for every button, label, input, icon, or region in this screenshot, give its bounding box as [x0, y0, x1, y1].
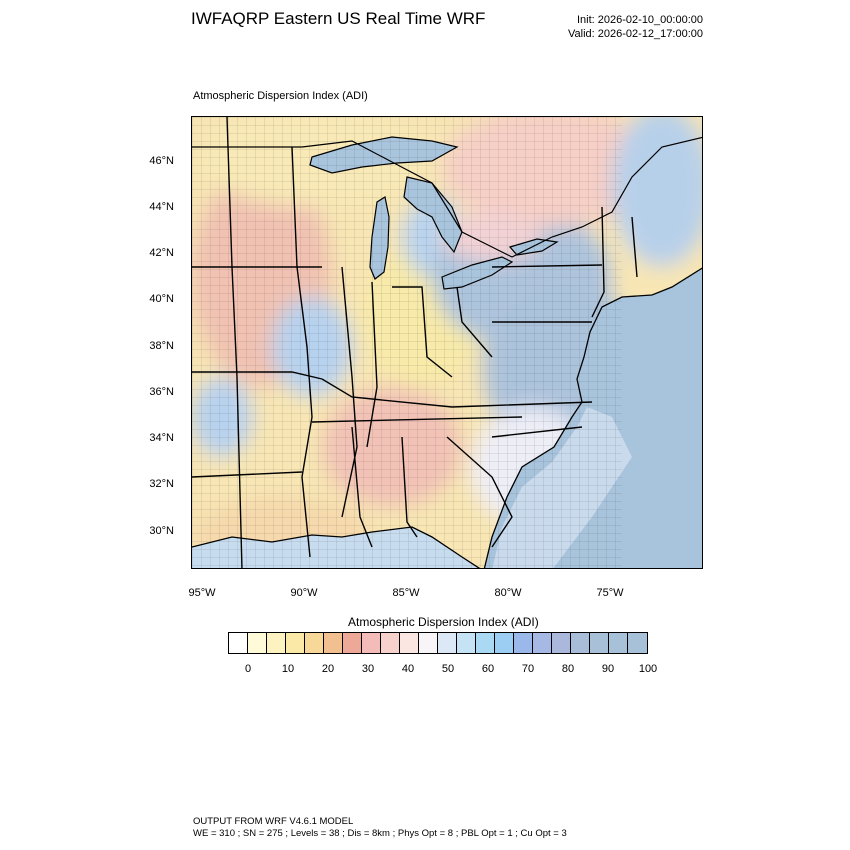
east-coastline [483, 267, 702, 568]
colorbar-swatch [305, 633, 324, 653]
lat-label-32: 32°N [149, 478, 174, 490]
colorbar-swatch [457, 633, 476, 653]
lat-label-42: 42°N [149, 247, 174, 259]
colorbar-tick-label: 30 [361, 663, 375, 675]
colorbar-swatch [438, 633, 457, 653]
colorbar-swatch [533, 633, 552, 653]
colorbar-tick-label: 50 [441, 663, 455, 675]
state-boundaries [192, 117, 638, 568]
colorbar-tick-label: 10 [281, 663, 295, 675]
model-footer: OUTPUT FROM WRF V4.6.1 MODEL WE = 310 ; … [193, 816, 567, 840]
colorbar-swatch [419, 633, 438, 653]
colorbar-swatch [267, 633, 286, 653]
colorbar-swatch [362, 633, 381, 653]
colorbar-tick-label: 100 [638, 663, 658, 675]
run-times: Init: 2026-02-10_00:00:00 Valid: 2026-02… [568, 13, 703, 41]
colorbar-tick-label: 80 [561, 663, 575, 675]
colorbar [228, 632, 648, 654]
colorbar-swatch [248, 633, 267, 653]
lon-label-95: 95°W [188, 587, 216, 599]
lon-label-75: 75°W [596, 587, 624, 599]
field-label: Atmospheric Dispersion Index (ADI) [193, 90, 368, 102]
colorbar-swatch [400, 633, 419, 653]
us-canada-border [192, 136, 702, 258]
colorbar-swatch [229, 633, 248, 653]
colorbar-tick-label: 40 [401, 663, 415, 675]
colorbar-swatch [495, 633, 514, 653]
colorbar-swatch [381, 633, 400, 653]
colorbar-swatch [609, 633, 628, 653]
colorbar-tick-label: 70 [521, 663, 535, 675]
colorbar-swatch [476, 633, 495, 653]
colorbar-swatch [571, 633, 590, 653]
colorbar-tick-label: 0 [244, 663, 252, 675]
colorbar-swatch [590, 633, 609, 653]
valid-time: Valid: 2026-02-12_17:00:00 [568, 28, 703, 40]
colorbar-tick-label: 90 [601, 663, 615, 675]
footer-model-line: OUTPUT FROM WRF V4.6.1 MODEL [193, 816, 354, 827]
footer-config-line: WE = 310 ; SN = 275 ; Levels = 38 ; Dis … [193, 828, 567, 839]
colorbar-swatch [552, 633, 571, 653]
lat-label-30: 30°N [149, 525, 174, 537]
lon-label-90: 90°W [290, 587, 318, 599]
lat-label-46: 46°N [149, 155, 174, 167]
lat-label-40: 40°N [149, 293, 174, 305]
lon-label-85: 85°W [392, 587, 420, 599]
map-canvas [192, 117, 702, 568]
colorbar-swatch [514, 633, 533, 653]
lat-label-38: 38°N [149, 340, 174, 352]
dispersion-index-map [191, 116, 703, 569]
colorbar-title: Atmospheric Dispersion Index (ADI) [348, 615, 539, 629]
map-title: IWFAQRP Eastern US Real Time WRF [191, 9, 486, 28]
colorbar-swatch [324, 633, 343, 653]
lon-label-80: 80°W [494, 587, 522, 599]
colorbar-swatch [628, 633, 647, 653]
init-time: Init: 2026-02-10_00:00:00 [577, 14, 703, 26]
lat-label-36: 36°N [149, 386, 174, 398]
lat-label-44: 44°N [149, 201, 174, 213]
colorbar-tick-label: 60 [481, 663, 495, 675]
colorbar-tick-label: 20 [321, 663, 335, 675]
lat-label-34: 34°N [149, 432, 174, 444]
colorbar-swatch [286, 633, 305, 653]
gulf-coastline [192, 526, 481, 568]
colorbar-swatch [343, 633, 362, 653]
